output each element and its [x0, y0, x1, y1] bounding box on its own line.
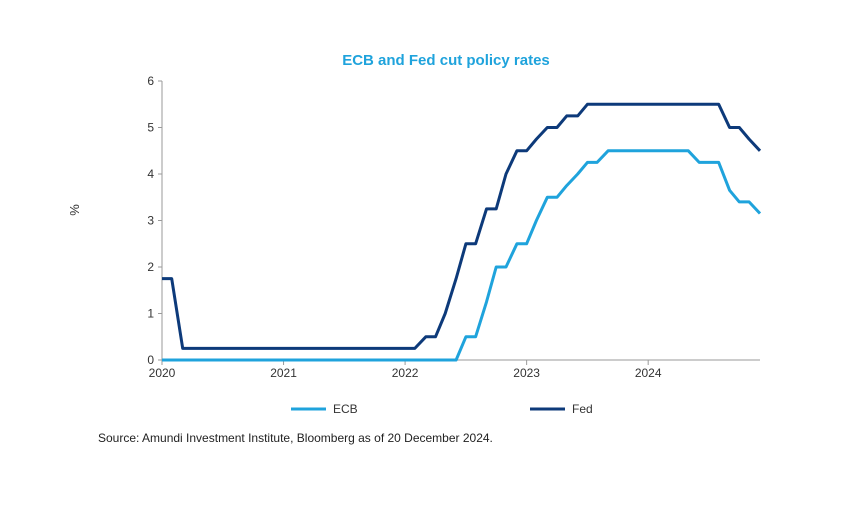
x-tick-label: 2022 [392, 366, 419, 380]
y-tick-label: 1 [147, 307, 154, 321]
y-tick-label: 3 [147, 214, 154, 228]
x-tick-label: 2020 [149, 366, 176, 380]
y-tick-label: 4 [147, 167, 154, 181]
series-line-ecb [162, 149, 762, 362]
y-tick-label: 0 [147, 353, 154, 367]
x-tick-label: 2024 [635, 366, 662, 380]
source-note: Source: Amundi Investment Institute, Blo… [98, 431, 493, 445]
y-tick-label: 5 [147, 121, 154, 135]
y-axis-label: % [67, 204, 82, 216]
legend-label-ecb: ECB [333, 402, 358, 416]
chart-title: ECB and Fed cut policy rates [342, 52, 550, 69]
series-lines [162, 102, 762, 362]
y-tick-label: 6 [147, 74, 154, 88]
legend-label-fed: Fed [572, 402, 593, 416]
x-tick-label: 2023 [513, 366, 540, 380]
y-tick-label: 2 [147, 260, 154, 274]
y-tick-labels: 0 1 2 3 4 5 6 [147, 74, 154, 367]
axes [158, 80, 760, 365]
legend: ECB Fed [291, 402, 593, 416]
x-tick-label: 2021 [270, 366, 297, 380]
series-line-fed [162, 102, 762, 350]
x-tick-labels: 2020 2021 2022 2023 2024 [149, 366, 662, 380]
